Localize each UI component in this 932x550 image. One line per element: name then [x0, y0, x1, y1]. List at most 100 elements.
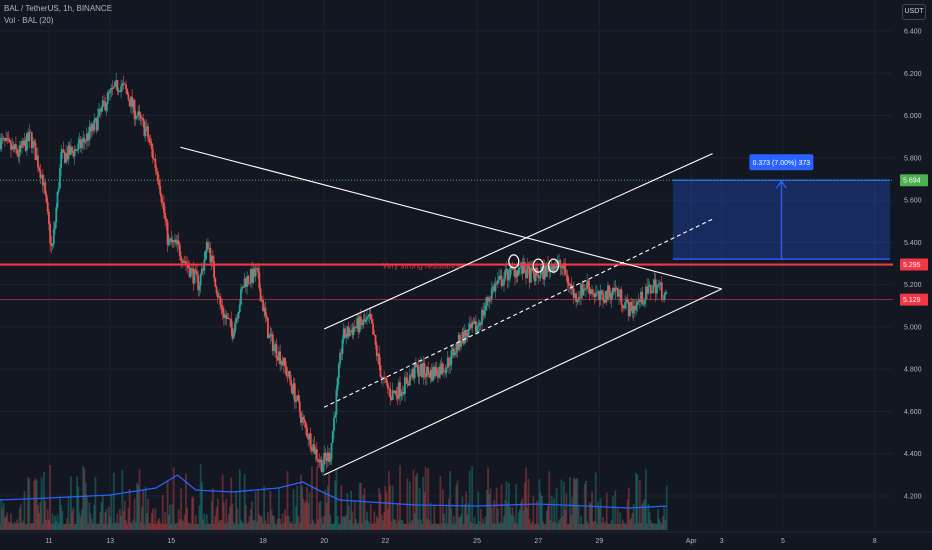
volume-bar [205, 514, 208, 530]
volume-bar [59, 496, 61, 530]
candle-body [160, 194, 163, 203]
volume-bar [441, 489, 444, 530]
candle-body [334, 414, 337, 418]
volume-bar [348, 520, 351, 530]
volume-bar [41, 523, 44, 530]
candle-body [395, 390, 398, 395]
volume-bar [384, 486, 387, 530]
candle-body [122, 83, 125, 85]
candle-body [15, 144, 17, 150]
candle-body [126, 89, 129, 95]
volume-bar [515, 483, 518, 530]
volume-bar [454, 523, 456, 530]
candle-body [435, 367, 438, 375]
volume-bar [625, 523, 628, 530]
candle-body [163, 202, 165, 213]
candle-body [61, 149, 64, 153]
volume-bar [598, 507, 601, 530]
volume-bar [641, 503, 644, 530]
candle-body [233, 323, 236, 334]
volume-bar [465, 491, 467, 530]
candle-body [33, 141, 36, 143]
volume-bar [285, 515, 288, 530]
currency-button[interactable]: USDT [902, 4, 926, 20]
volume-bar [136, 482, 138, 530]
volume-bar [665, 485, 668, 530]
volume-bar [347, 505, 350, 530]
volume-bar [0, 498, 3, 530]
candle-body [269, 334, 272, 337]
volume-bar [2, 502, 5, 530]
volume-bar [188, 523, 191, 530]
volume-bar [209, 523, 212, 530]
candle-body [569, 284, 571, 286]
candle-body [410, 375, 412, 377]
volume-bar [509, 506, 512, 530]
candle-body [488, 298, 491, 302]
volume-bar [98, 523, 100, 530]
candle-body [353, 327, 356, 329]
volume-bar [339, 523, 341, 530]
candle-body [253, 268, 256, 277]
volume-bar [615, 523, 618, 530]
candle-body [369, 313, 372, 320]
volume-bar [356, 523, 359, 530]
candle-body [385, 378, 388, 384]
candle-body [96, 115, 99, 131]
candle-body [530, 267, 532, 283]
volume-bar [599, 498, 602, 530]
volume-bar [252, 520, 255, 530]
candle-body [307, 436, 310, 440]
volume-bar [71, 510, 74, 530]
volume-bar [440, 523, 443, 530]
candle-body [596, 292, 598, 294]
volume-bar [1, 508, 4, 530]
candle-body [197, 275, 200, 291]
candle-body [419, 363, 422, 374]
candle-body [26, 133, 28, 151]
candle-body [274, 344, 277, 346]
volume-bar [325, 502, 328, 530]
volume-bar [518, 509, 521, 530]
candle-body [303, 419, 306, 423]
volume-bar [224, 523, 226, 530]
candle-body [659, 282, 662, 285]
candle-body [415, 362, 417, 367]
volume-bar [89, 513, 92, 530]
candle-body [391, 390, 394, 400]
volume-bar [463, 504, 466, 530]
candle-body [237, 311, 240, 319]
volume-bar [123, 500, 126, 530]
volume-bar [32, 523, 34, 530]
candle-body [637, 299, 640, 302]
volume-bar [423, 491, 426, 530]
candle-body [252, 268, 255, 283]
candle-body [21, 141, 23, 148]
volume-bar [46, 509, 49, 530]
candle-body [350, 330, 352, 332]
volume-bar [607, 523, 609, 530]
volume-bar [322, 523, 324, 530]
volume-bar [198, 505, 201, 530]
volume-bar [27, 476, 30, 530]
x-tick-label: 11 [45, 538, 52, 545]
candle-body [282, 357, 285, 366]
candle-body [443, 371, 445, 373]
candle-body [74, 149, 77, 151]
candle-body [463, 330, 466, 344]
candle-body [59, 167, 61, 189]
volume-bar [528, 518, 531, 530]
candle-body [216, 293, 219, 298]
volume-bar [652, 523, 655, 530]
candle-body [139, 114, 142, 119]
volume-bar [115, 522, 118, 530]
volume-bar [593, 520, 596, 530]
volume-bar [222, 502, 225, 530]
y-tick-label: 5.600 [904, 198, 922, 205]
candle-body [604, 291, 607, 303]
volume-bar [610, 520, 613, 530]
candle-body [593, 294, 596, 298]
candle-body [611, 288, 614, 295]
volume-bar [633, 523, 636, 530]
